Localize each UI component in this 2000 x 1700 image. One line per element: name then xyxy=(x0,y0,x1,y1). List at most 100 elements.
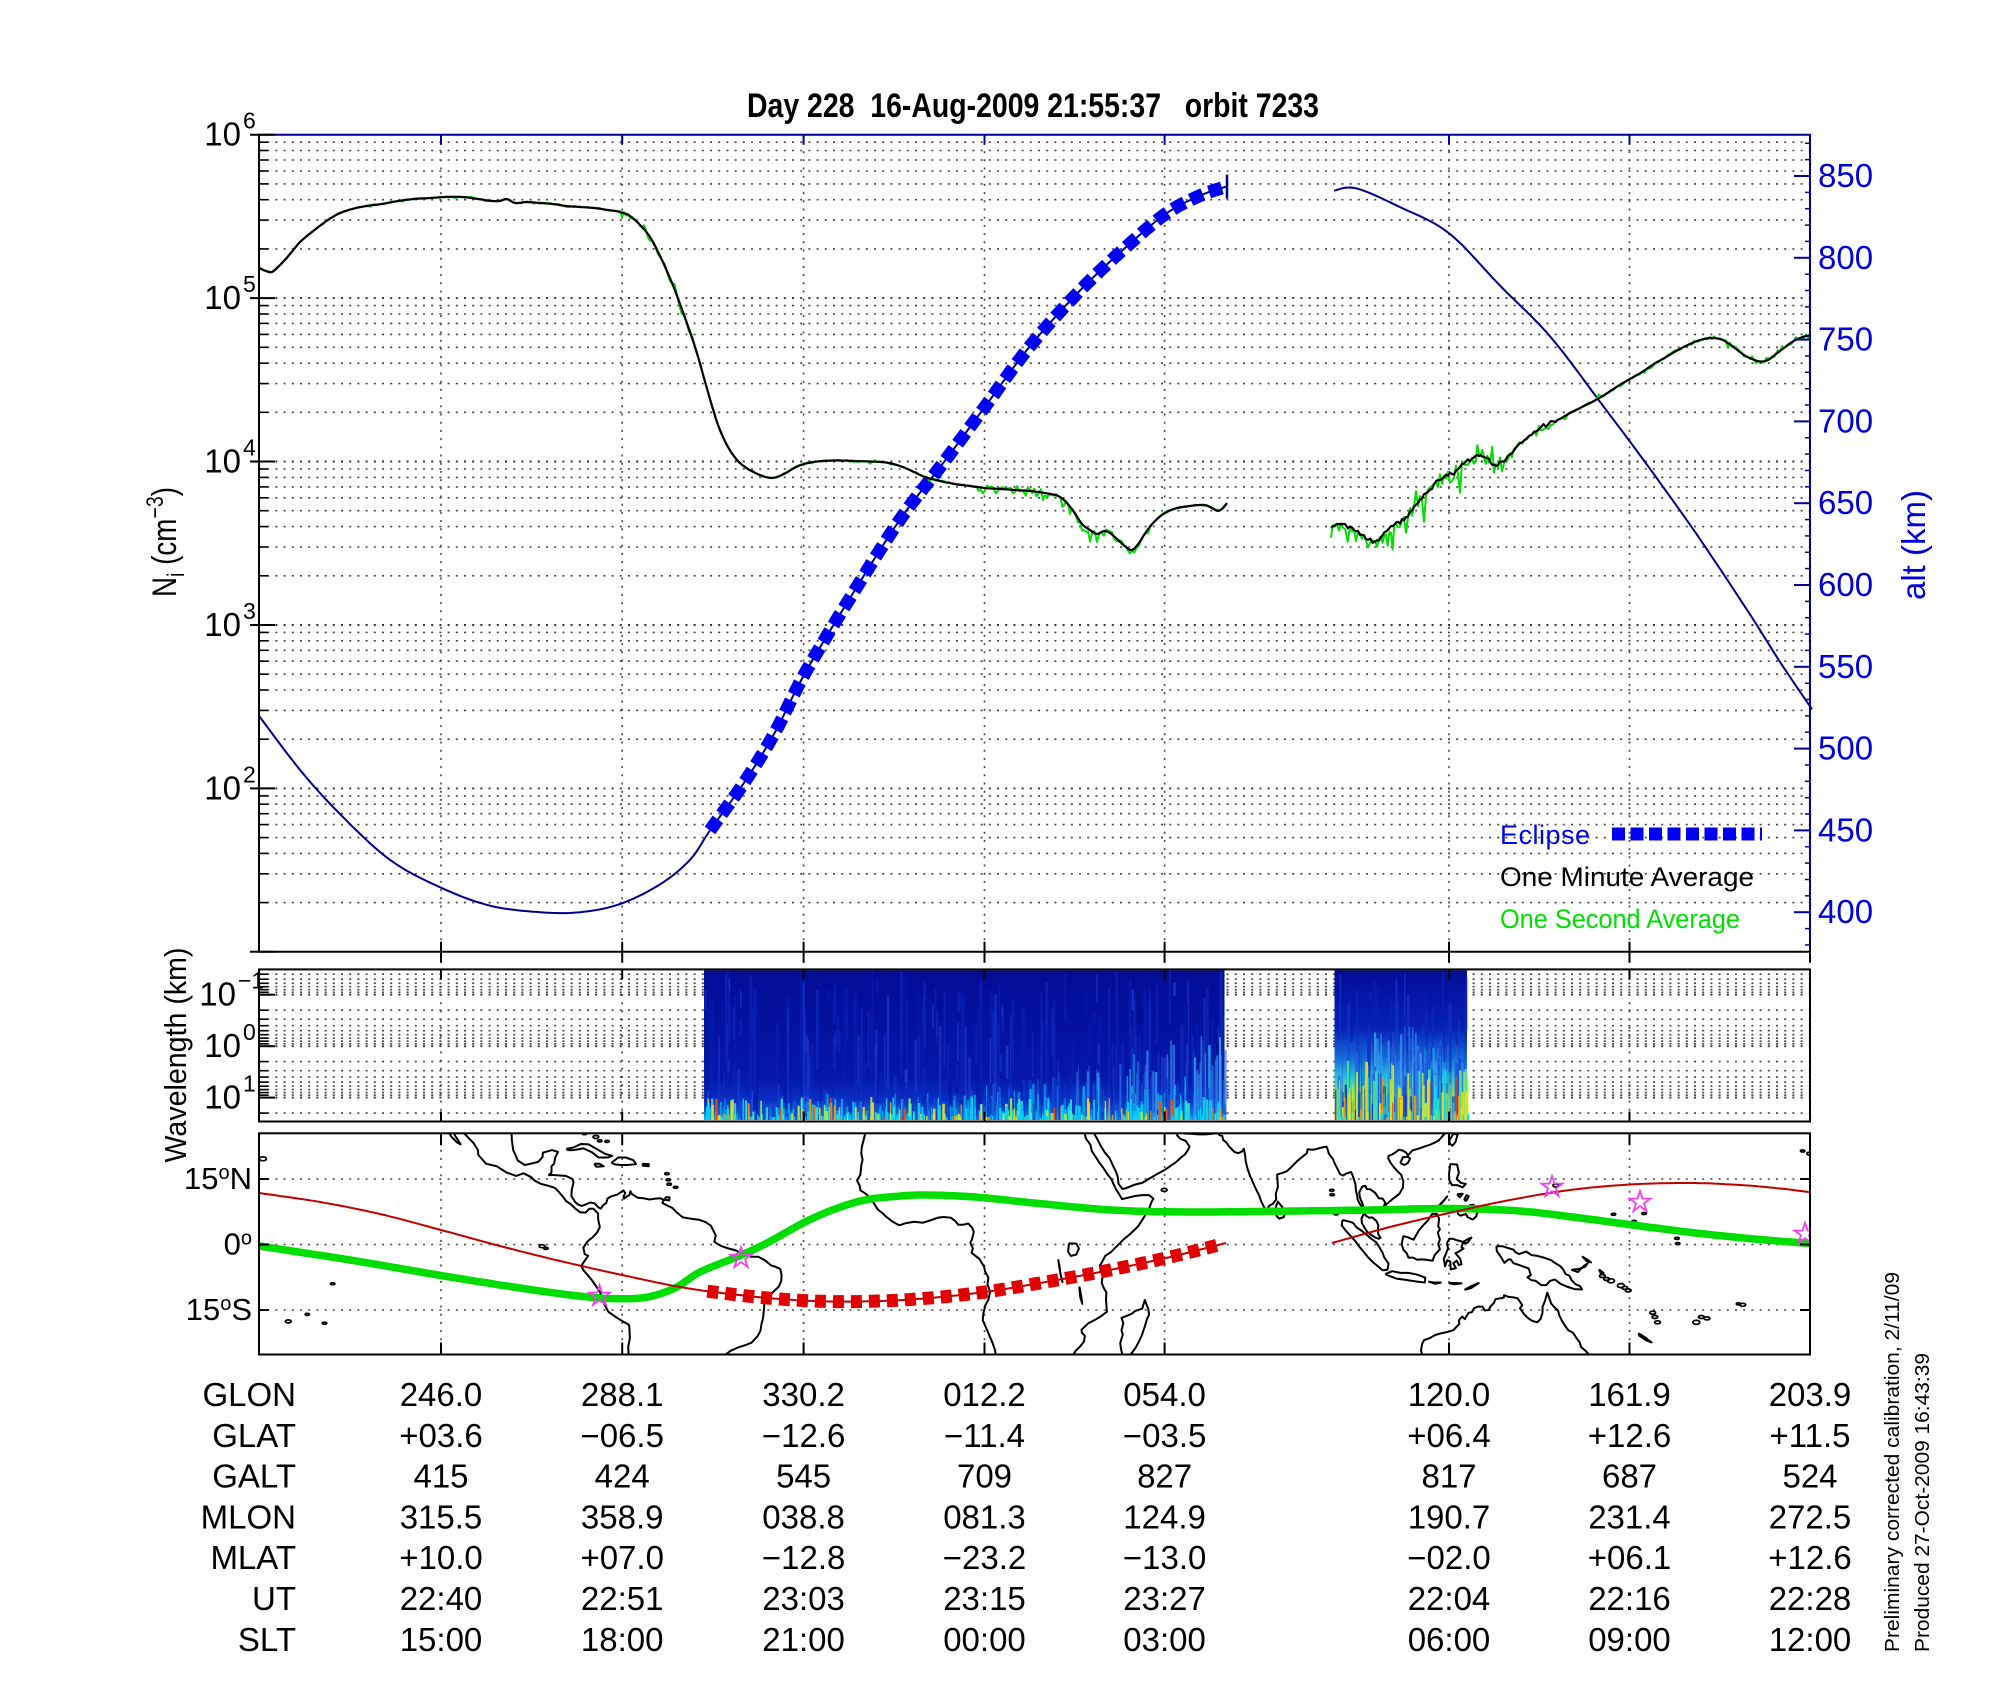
svg-text:23:27: 23:27 xyxy=(1123,1580,1206,1617)
svg-text:524: 524 xyxy=(1782,1458,1837,1495)
svg-text:750: 750 xyxy=(1818,321,1873,358)
svg-text:One Second Average: One Second Average xyxy=(1500,904,1740,934)
svg-text:358.9: 358.9 xyxy=(581,1499,664,1536)
svg-text:850: 850 xyxy=(1818,157,1873,194)
svg-text:330.2: 330.2 xyxy=(762,1376,845,1413)
svg-text:4: 4 xyxy=(243,435,256,461)
svg-text:09:00: 09:00 xyxy=(1588,1621,1671,1658)
svg-text:Wavelength (km): Wavelength (km) xyxy=(158,948,193,1163)
svg-text:709: 709 xyxy=(957,1458,1012,1495)
svg-text:10: 10 xyxy=(204,769,241,806)
svg-text:MLAT: MLAT xyxy=(210,1539,296,1576)
svg-text:5: 5 xyxy=(243,271,256,297)
svg-text:650: 650 xyxy=(1818,484,1873,521)
svg-text:800: 800 xyxy=(1818,239,1873,276)
svg-text:SLT: SLT xyxy=(238,1621,296,1658)
svg-text:Eclipse: Eclipse xyxy=(1500,820,1590,850)
svg-text:10: 10 xyxy=(204,606,241,643)
svg-text:+06.1: +06.1 xyxy=(1588,1539,1672,1576)
svg-text:2: 2 xyxy=(243,761,256,787)
svg-text:+12.6: +12.6 xyxy=(1588,1417,1672,1454)
svg-text:UT: UT xyxy=(252,1580,296,1617)
svg-text:12:00: 12:00 xyxy=(1769,1621,1852,1658)
svg-text:22:51: 22:51 xyxy=(581,1580,664,1617)
svg-text:+07.0: +07.0 xyxy=(580,1539,664,1576)
svg-text:424: 424 xyxy=(595,1458,650,1495)
svg-text:+03.6: +03.6 xyxy=(399,1417,483,1454)
svg-text:GALT: GALT xyxy=(212,1458,296,1495)
svg-text:545: 545 xyxy=(776,1458,831,1495)
svg-text:827: 827 xyxy=(1137,1458,1192,1495)
svg-text:One Minute Average: One Minute Average xyxy=(1500,862,1754,892)
svg-text:−1: −1 xyxy=(238,968,264,994)
svg-text:−02.0: −02.0 xyxy=(1407,1539,1491,1576)
svg-text:288.1: 288.1 xyxy=(581,1376,664,1413)
svg-text:23:15: 23:15 xyxy=(943,1580,1026,1617)
svg-text:054.0: 054.0 xyxy=(1123,1376,1206,1413)
svg-text:−12.6: −12.6 xyxy=(762,1417,846,1454)
svg-text:6: 6 xyxy=(243,108,256,134)
svg-text:10: 10 xyxy=(204,443,241,480)
svg-text:GLAT: GLAT xyxy=(212,1417,296,1454)
svg-text:550: 550 xyxy=(1818,648,1873,685)
svg-text:10: 10 xyxy=(204,1027,241,1064)
svg-text:081.3: 081.3 xyxy=(943,1499,1026,1536)
svg-text:10: 10 xyxy=(204,279,241,316)
svg-text:22:40: 22:40 xyxy=(400,1580,483,1617)
svg-text:272.5: 272.5 xyxy=(1769,1499,1852,1536)
svg-text:Day 228 16-Aug-2009 21:55:37: Day 228 16-Aug-2009 21:55:37 orbit 7233 xyxy=(747,87,1319,125)
svg-text:Produced 27-Oct-2009 16:43:39: Produced 27-Oct-2009 16:43:39 xyxy=(1911,1353,1934,1652)
svg-text:012.2: 012.2 xyxy=(943,1376,1026,1413)
svg-text:500: 500 xyxy=(1818,730,1873,767)
svg-text:+12.6: +12.6 xyxy=(1768,1539,1852,1576)
svg-text:203.9: 203.9 xyxy=(1769,1376,1852,1413)
svg-text:−12.8: −12.8 xyxy=(762,1539,846,1576)
svg-text:415: 415 xyxy=(413,1458,468,1495)
svg-text:00:00: 00:00 xyxy=(943,1621,1026,1658)
svg-text:246.0: 246.0 xyxy=(400,1376,483,1413)
svg-text:23:03: 23:03 xyxy=(762,1580,845,1617)
svg-text:817: 817 xyxy=(1421,1458,1476,1495)
svg-text:190.7: 190.7 xyxy=(1408,1499,1491,1536)
svg-text:15oS: 15oS xyxy=(186,1292,252,1327)
svg-text:+10.0: +10.0 xyxy=(399,1539,483,1576)
svg-text:687: 687 xyxy=(1602,1458,1657,1495)
svg-text:120.0: 120.0 xyxy=(1408,1376,1491,1413)
svg-text:MLON: MLON xyxy=(201,1499,296,1536)
svg-text:21:00: 21:00 xyxy=(762,1621,845,1658)
svg-text:22:16: 22:16 xyxy=(1588,1580,1671,1617)
svg-text:03:00: 03:00 xyxy=(1123,1621,1206,1658)
svg-text:Ni (cm−3): Ni (cm−3) xyxy=(142,487,190,597)
svg-text:10: 10 xyxy=(204,116,241,153)
svg-text:06:00: 06:00 xyxy=(1408,1621,1491,1658)
svg-text:161.9: 161.9 xyxy=(1588,1376,1671,1413)
svg-text:315.5: 315.5 xyxy=(400,1499,483,1536)
svg-text:15oN: 15oN xyxy=(184,1161,252,1196)
svg-text:−11.4: −11.4 xyxy=(944,1417,1025,1454)
svg-text:0: 0 xyxy=(243,1019,256,1045)
svg-text:124.9: 124.9 xyxy=(1123,1499,1206,1536)
svg-text:−03.5: −03.5 xyxy=(1123,1417,1207,1454)
svg-text:22:28: 22:28 xyxy=(1769,1580,1852,1617)
svg-text:3: 3 xyxy=(243,598,256,624)
svg-text:700: 700 xyxy=(1818,402,1873,439)
svg-text:Preliminary corrected calibrat: Preliminary corrected calibration, 2/11/… xyxy=(1881,1272,1904,1652)
svg-text:+06.4: +06.4 xyxy=(1407,1417,1491,1454)
svg-text:−23.2: −23.2 xyxy=(943,1539,1027,1576)
svg-text:22:04: 22:04 xyxy=(1408,1580,1491,1617)
svg-text:−06.5: −06.5 xyxy=(580,1417,664,1454)
svg-text:alt (km): alt (km) xyxy=(1895,490,1932,600)
svg-text:600: 600 xyxy=(1818,566,1873,603)
svg-text:18:00: 18:00 xyxy=(581,1621,664,1658)
svg-text:+11.5: +11.5 xyxy=(1769,1417,1850,1454)
svg-text:400: 400 xyxy=(1818,893,1873,930)
svg-text:GLON: GLON xyxy=(202,1376,296,1413)
svg-text:1: 1 xyxy=(243,1071,256,1097)
svg-text:450: 450 xyxy=(1818,811,1873,848)
svg-text:15:00: 15:00 xyxy=(400,1621,483,1658)
svg-text:038.8: 038.8 xyxy=(762,1499,845,1536)
svg-text:10: 10 xyxy=(199,976,236,1013)
svg-text:−13.0: −13.0 xyxy=(1123,1539,1207,1576)
svg-text:231.4: 231.4 xyxy=(1588,1499,1671,1536)
svg-text:10: 10 xyxy=(204,1079,241,1116)
